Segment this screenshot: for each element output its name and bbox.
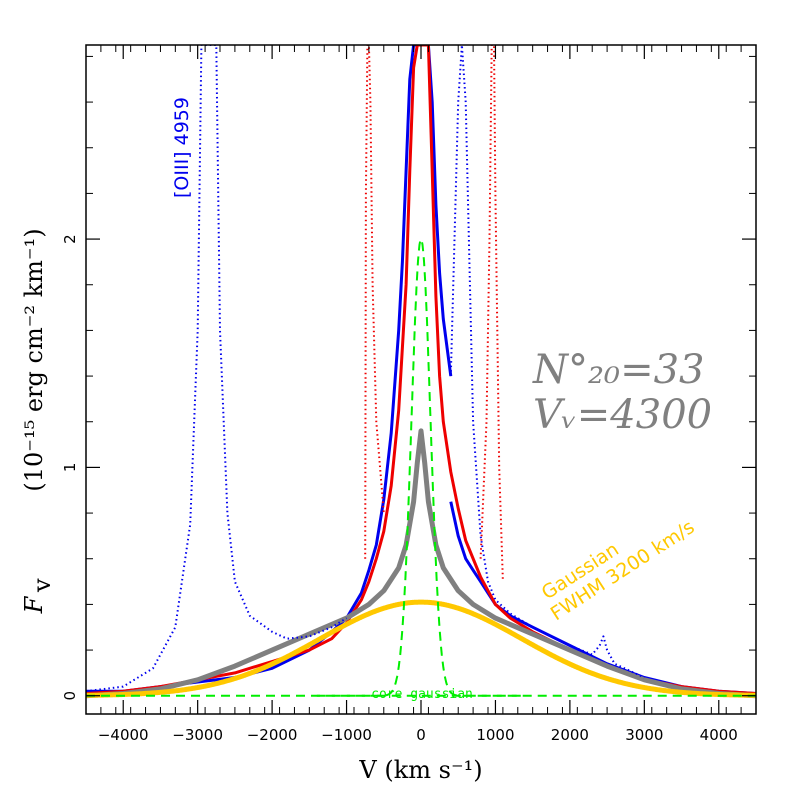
core-gaussian-label: core gaussian xyxy=(371,687,473,702)
series-line-5 xyxy=(86,238,756,697)
axis-ticks: −4000 −3000 −2000 −1000 0 1000 2000 3000 4000 0 1 2 xyxy=(61,45,757,744)
oiii-label: [OIII] 4959 xyxy=(171,97,193,198)
y-tick-label: 2 xyxy=(61,234,79,244)
y-axis-units: (10⁻¹⁵ erg cm⁻² km⁻¹) xyxy=(20,228,48,491)
x-tick-label: 1000 xyxy=(476,726,514,744)
data-lines xyxy=(86,45,756,699)
x-axis-title: V (km s⁻¹) xyxy=(358,756,482,784)
x-tick-label: 2000 xyxy=(551,726,589,744)
x-tick-label: 4000 xyxy=(700,726,738,744)
y-tick-label: 0 xyxy=(61,691,79,701)
x-tick-label: −3000 xyxy=(172,726,223,744)
vw-label: Vᵥ=4300 xyxy=(533,392,712,438)
x-tick-label: −1000 xyxy=(321,726,372,744)
x-tick-label: −2000 xyxy=(247,726,298,744)
x-tick-label: −4000 xyxy=(98,726,149,744)
series-line-9 xyxy=(479,45,504,582)
y-tick-label: 1 xyxy=(61,463,79,473)
series-line-4 xyxy=(86,599,756,698)
y-axis-title: (10⁻¹⁵ erg cm⁻² km⁻¹) Fv xyxy=(20,228,56,614)
series-line-2 xyxy=(86,45,756,695)
series-line-3 xyxy=(86,428,756,699)
series-line-7 xyxy=(449,45,645,679)
series-line-8 xyxy=(364,45,385,559)
series-line-0 xyxy=(86,45,453,693)
y-axis-symbol: F xyxy=(20,595,48,614)
n20-label: N°₂₀=33 xyxy=(532,347,704,393)
y-axis-subscript: v xyxy=(28,578,56,593)
series-line-6 xyxy=(86,45,348,693)
x-tick-label: 0 xyxy=(416,726,426,744)
x-tick-label: 3000 xyxy=(625,726,663,744)
